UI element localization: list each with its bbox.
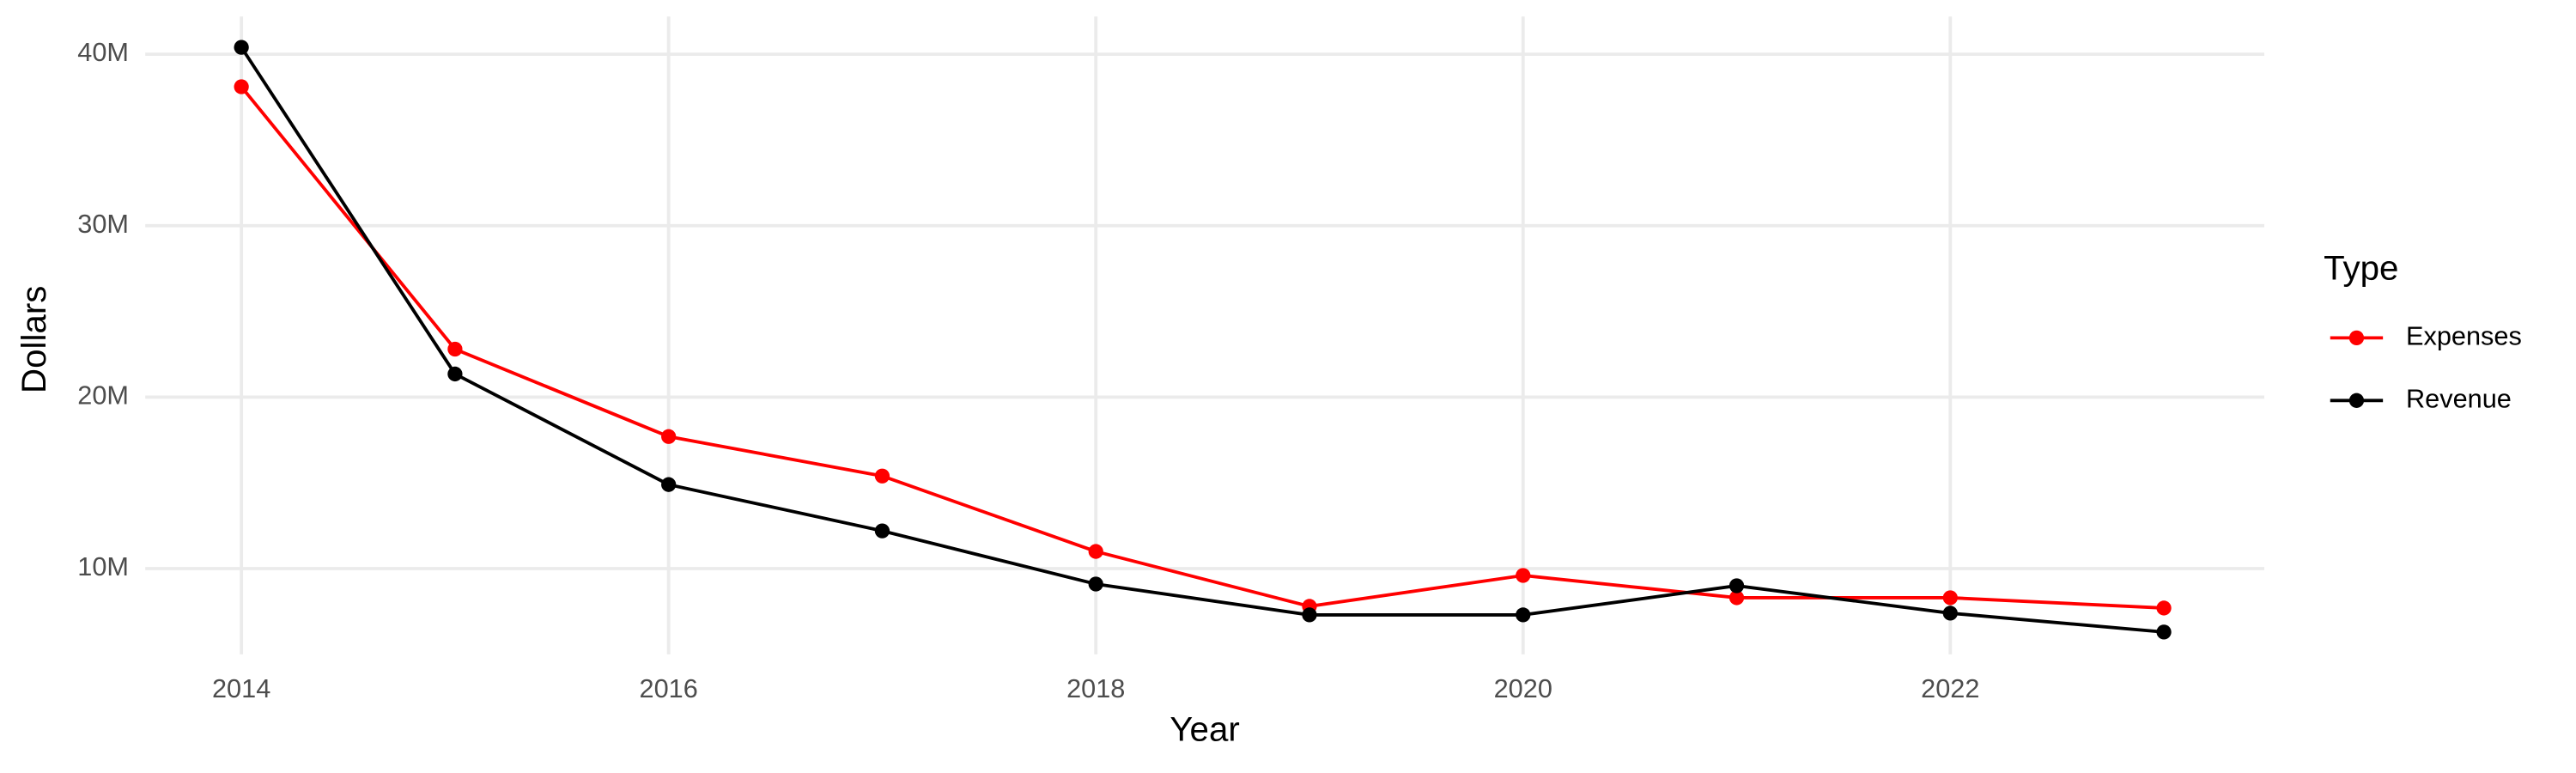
data-point: [1302, 607, 1317, 623]
data-point: [1942, 590, 1958, 606]
series-line: [240, 85, 2165, 610]
data-point: [234, 79, 249, 94]
data-point: [447, 366, 463, 382]
data-point: [1516, 568, 1531, 583]
data-point: [2156, 624, 2172, 640]
data-point: [874, 468, 890, 484]
data-point: [1088, 576, 1103, 592]
y-tick-label: 10M: [77, 551, 129, 581]
x-axis-label: Year: [1170, 710, 1239, 749]
x-tick-label: 2014: [212, 673, 270, 703]
legend-label: Revenue: [2406, 383, 2512, 413]
data-point: [1942, 606, 1958, 621]
x-tick-label: 2018: [1066, 673, 1125, 703]
series-line: [240, 46, 2165, 634]
y-tick-label: 40M: [77, 37, 129, 67]
x-tick-label: 2016: [640, 673, 698, 703]
y-tick-label: 20M: [77, 380, 129, 410]
data-point: [1088, 544, 1103, 559]
data-point: [874, 523, 890, 539]
x-tick-label: 2022: [1921, 673, 1979, 703]
legend-key-point: [2348, 393, 2365, 408]
y-tick-label: 30M: [77, 209, 129, 239]
legend-title: Type: [2324, 248, 2398, 287]
x-tick-label: 2020: [1494, 673, 1552, 703]
data-point: [1516, 607, 1531, 623]
data-point: [234, 40, 249, 55]
data-point: [661, 429, 677, 444]
data-point: [1728, 578, 1745, 593]
y-axis-label: Dollars: [15, 286, 53, 393]
data-point: [661, 477, 677, 492]
legend-label: Expenses: [2406, 320, 2522, 350]
data-point: [1728, 590, 1745, 606]
data-point: [447, 341, 463, 357]
data-point: [2156, 600, 2172, 616]
legend-key-point: [2348, 330, 2365, 346]
